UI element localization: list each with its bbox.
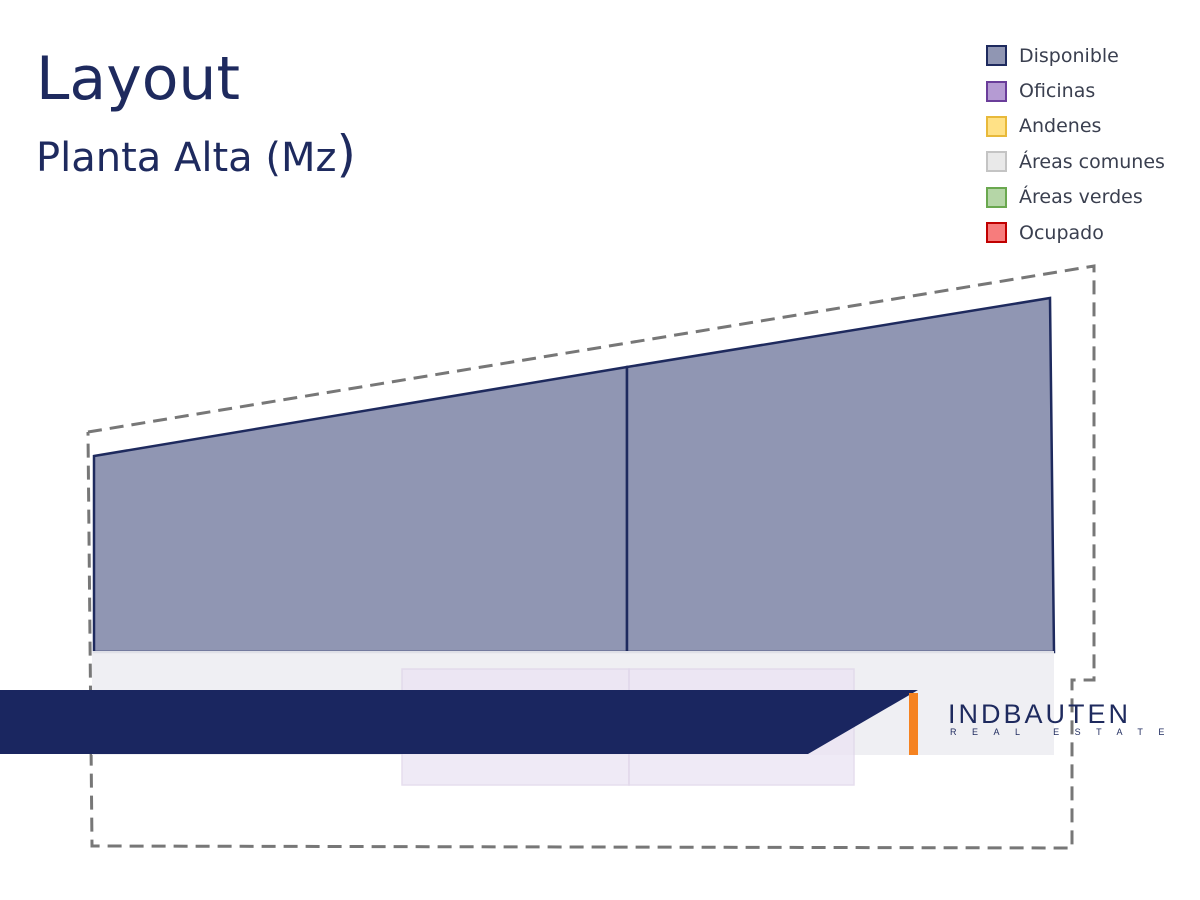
legend-item-oficinas: Oficinas (986, 73, 1165, 108)
subtitle-text: Planta Alta (Mz (36, 135, 337, 181)
legend-label-areas-verdes: Áreas verdes (1019, 186, 1143, 209)
brand-logo: INDBAUTEN REAL ESTATE (948, 698, 1184, 742)
legend-item-areas-verdes: Áreas verdes (986, 180, 1165, 215)
footer-band (0, 690, 918, 754)
legend-label-areas-comunes: Áreas comunes (1019, 150, 1165, 173)
unit-right[interactable] (625, 296, 1056, 654)
page-subtitle: Planta Alta (Mz) (36, 124, 356, 188)
legend-item-disponible: Disponible (986, 38, 1165, 73)
legend-item-ocupado: Ocupado (986, 215, 1165, 250)
svg-text:REAL ESTATE: REAL ESTATE (950, 727, 1180, 737)
svg-text:INDBAUTEN: INDBAUTEN (948, 699, 1131, 729)
legend-item-areas-comunes: Áreas comunes (986, 144, 1165, 179)
legend-label-disponible: Disponible (1019, 44, 1119, 67)
indbauten-logo-icon: INDBAUTEN REAL ESTATE (948, 699, 1180, 737)
legend-label-ocupado: Ocupado (1019, 221, 1104, 244)
subtitle-close: ) (336, 125, 357, 183)
legend-label-andenes: Andenes (1019, 115, 1102, 138)
legend-swatch-areas-verdes (986, 186, 1007, 208)
legend-item-andenes: Andenes (986, 109, 1165, 144)
page-title: Layout (36, 44, 240, 114)
legend-swatch-areas-comunes (986, 151, 1007, 173)
legend-swatch-andenes (986, 115, 1007, 137)
footer-accent-bar (909, 693, 918, 755)
legend-swatch-ocupado (986, 222, 1007, 244)
legend: Disponible Oficinas Andenes Áreas comune… (986, 38, 1165, 250)
unit-left[interactable] (92, 365, 629, 654)
property-boundary (86, 264, 1096, 850)
legend-swatch-disponible (986, 45, 1007, 67)
legend-swatch-oficinas (986, 80, 1007, 102)
legend-label-oficinas: Oficinas (1019, 80, 1096, 103)
